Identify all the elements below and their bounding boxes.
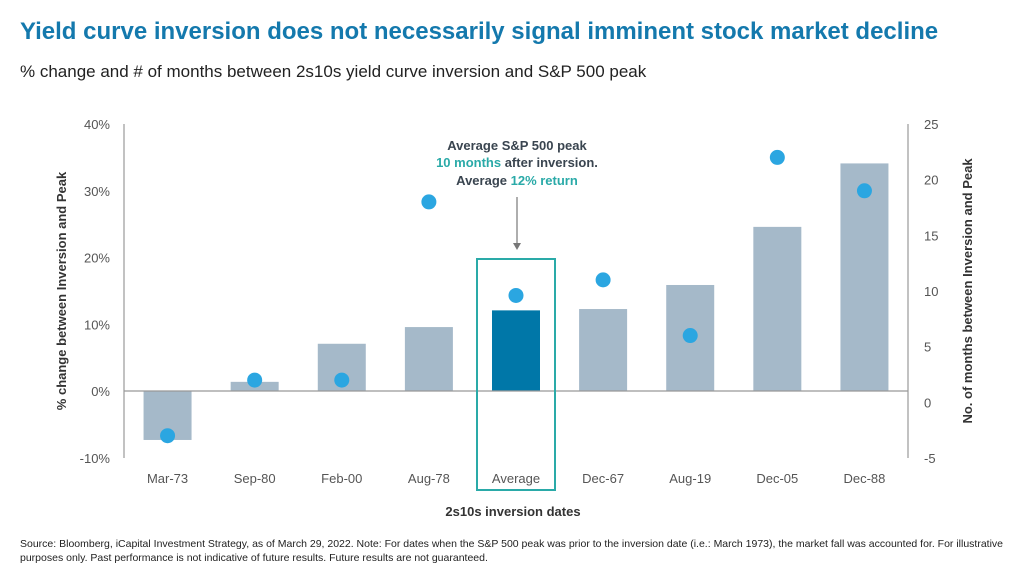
annotation-average: Average — [456, 173, 510, 188]
bar-dec-05 — [753, 226, 802, 392]
x-tick-label: Average — [492, 471, 540, 486]
y-tick-label: -10% — [80, 451, 111, 466]
dot-mar-73 — [160, 428, 176, 444]
y2-tick-label: 25 — [924, 117, 938, 132]
x-tick-label: Feb-00 — [321, 471, 362, 486]
x-tick-label: Sep-80 — [234, 471, 276, 486]
bar-dec-88 — [840, 163, 889, 392]
dot-sep-80 — [247, 372, 263, 388]
y2-tick-label: 10 — [924, 284, 938, 299]
y2-tick-label: 20 — [924, 173, 938, 188]
annotation-line-1: Average S&P 500 peak — [447, 138, 587, 153]
y-tick-label: 30% — [84, 184, 110, 199]
x-tick-label: Aug-19 — [669, 471, 711, 486]
dot-aug-78 — [421, 194, 437, 210]
average-highlight-box — [476, 258, 556, 491]
annotation-line-3: Average 12% return — [456, 173, 578, 188]
x-tick-label: Dec-05 — [756, 471, 798, 486]
bar-aug-78 — [404, 327, 453, 392]
chart-subtitle: % change and # of months between 2s10s y… — [20, 62, 647, 81]
dot-dec-67 — [595, 272, 611, 288]
dot-dec-88 — [856, 183, 872, 199]
y-axis-title: % change between Inversion and Peak — [54, 171, 69, 410]
y2-tick-label: 5 — [924, 340, 931, 355]
dot-dec-05 — [769, 149, 785, 165]
bar-dec-67 — [579, 309, 628, 392]
source-footnote: Source: Bloomberg, iCapital Investment S… — [20, 538, 1004, 564]
annotation-return: 12% return — [511, 173, 578, 188]
x-tick-label: Dec-88 — [843, 471, 885, 486]
chart-title: Yield curve inversion does not necessari… — [20, 18, 939, 45]
y2-tick-label: 0 — [924, 395, 931, 410]
y-tick-label: 0% — [91, 384, 110, 399]
y2-axis-title: No. of months between Inversion and Peak — [960, 158, 975, 424]
dot-feb-00 — [334, 372, 350, 388]
annotation-after: after inversion. — [501, 155, 598, 170]
y-tick-label: 20% — [84, 251, 110, 266]
y2-tick-label: 15 — [924, 228, 938, 243]
x-tick-label: Dec-67 — [582, 471, 624, 486]
annotation-months: 10 months — [436, 155, 501, 170]
annotation-line-2: 10 months after inversion. — [436, 155, 598, 170]
y2-tick-label: -5 — [924, 451, 936, 466]
x-axis-title: 2s10s inversion dates — [445, 504, 580, 519]
dot-average — [508, 287, 524, 303]
arrow-head-icon — [513, 243, 521, 250]
x-tick-label: Aug-78 — [408, 471, 450, 486]
y-tick-label: 40% — [84, 117, 110, 132]
dot-aug-19 — [682, 328, 698, 344]
y-tick-label: 10% — [84, 317, 110, 332]
bar-average — [492, 310, 540, 392]
x-tick-label: Mar-73 — [147, 471, 188, 486]
